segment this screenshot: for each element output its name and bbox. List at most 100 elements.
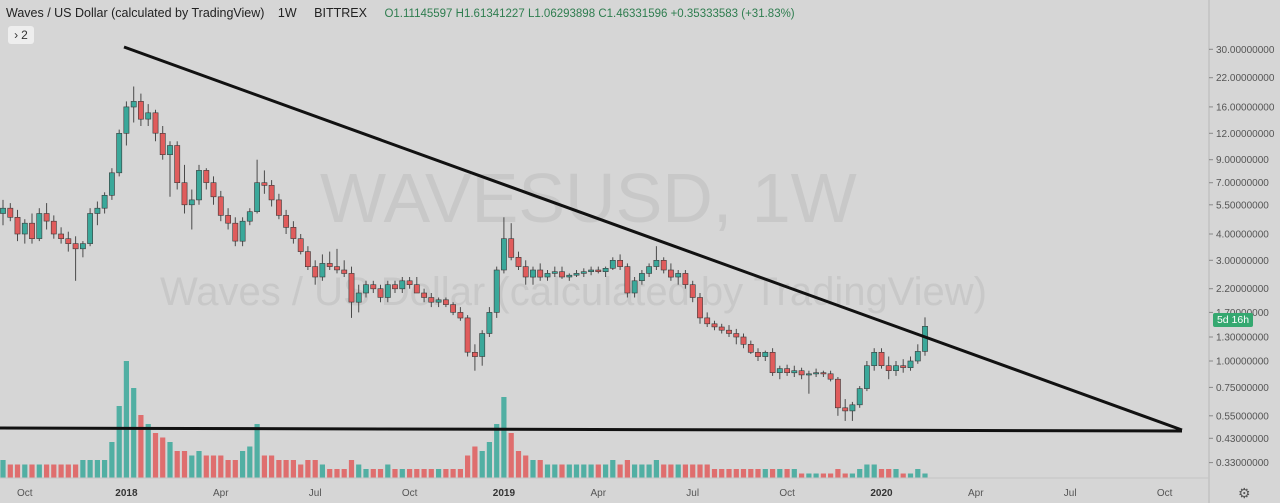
volume-bar <box>203 455 209 478</box>
candle-body <box>152 112 159 134</box>
volume-bar <box>196 451 202 478</box>
candle-body <box>384 284 391 298</box>
price-axis-label: 4.00000000 <box>1216 230 1269 241</box>
volume-bar <box>501 397 507 478</box>
candle-body <box>130 101 137 108</box>
volume-bar <box>189 455 195 478</box>
volume-bar <box>646 464 652 478</box>
candle-body <box>740 336 747 345</box>
volume-bar <box>247 446 253 478</box>
candle-body <box>7 207 14 218</box>
candle-body <box>232 222 239 242</box>
candle-body <box>377 288 384 298</box>
candle-body <box>776 368 783 374</box>
candle-body <box>486 312 493 334</box>
price-axis-label: 22.00000000 <box>1216 73 1275 84</box>
candle-body <box>646 266 652 274</box>
volume-bar <box>319 464 325 478</box>
price-axis-label: 7.00000000 <box>1216 178 1269 189</box>
volume-bar <box>828 473 834 478</box>
volume-bar <box>370 469 376 478</box>
volume-bar <box>784 469 790 478</box>
candle-body <box>667 269 674 278</box>
candles <box>0 86 928 421</box>
candle-body <box>14 217 21 235</box>
price-axis-label: 3.00000000 <box>1216 256 1269 267</box>
volume-bar <box>465 455 471 478</box>
candle-body <box>145 112 152 120</box>
candle-body <box>762 351 769 357</box>
price-axis-label: 0.33000000 <box>1216 458 1269 469</box>
volume-bar <box>363 469 369 478</box>
candle-body <box>500 238 507 271</box>
candle-body <box>573 273 580 276</box>
volume-bar <box>675 464 681 478</box>
volume-bar <box>385 464 391 478</box>
candle-body <box>617 259 623 267</box>
candle-body <box>138 101 144 120</box>
candle-body <box>406 280 413 285</box>
volume-bar <box>138 415 144 478</box>
volume-bar <box>87 460 93 478</box>
candle-body <box>689 284 696 298</box>
volume-bar <box>457 469 463 478</box>
descending-trendline[interactable] <box>123 45 1183 432</box>
candle-body <box>392 284 398 290</box>
candle-body <box>464 317 471 353</box>
volume-bar <box>537 460 543 478</box>
volume-bar <box>697 464 703 478</box>
horizontal-support-line[interactable] <box>0 426 1183 433</box>
volume-bar <box>900 473 906 478</box>
volume-bar <box>632 464 638 478</box>
time-axis[interactable]: Oct 2018 Apr Jul Oct 2019 Apr Jul Oct 2020 Apr Jul O… <box>17 488 1173 499</box>
candle-body <box>747 343 754 353</box>
candle-body <box>421 292 427 298</box>
volume-bars <box>0 361 928 478</box>
candle-body <box>413 284 420 294</box>
candle-body <box>471 351 478 357</box>
candle-body <box>203 170 210 183</box>
volume-bar <box>436 469 442 478</box>
candle-body <box>399 280 406 290</box>
candle-body <box>72 243 79 250</box>
candle-body <box>246 211 253 222</box>
candle-body <box>726 329 732 334</box>
candle-body <box>827 373 834 380</box>
volume-bar <box>116 406 122 478</box>
price-axis-label: 0.55000000 <box>1216 411 1269 422</box>
candle-body <box>319 263 326 278</box>
candle-body <box>167 145 173 155</box>
volume-bar <box>552 464 558 478</box>
volume-bar <box>791 469 797 478</box>
candle-body <box>217 196 224 216</box>
candle-body <box>196 170 202 201</box>
candle-body <box>885 365 892 372</box>
low-value: 1.06293898 <box>534 8 596 20</box>
volume-bar <box>399 469 405 478</box>
candle-body <box>428 297 435 303</box>
volume-bar <box>922 473 928 478</box>
gear-icon[interactable]: ⚙ <box>1238 485 1251 501</box>
candle-body <box>624 266 631 294</box>
volume-bar <box>269 455 275 478</box>
candle-body <box>268 185 275 201</box>
candle-body <box>363 284 369 294</box>
indicators-toggle-button[interactable]: › 2 <box>8 26 34 44</box>
timeframe-label[interactable]: 1W <box>277 6 297 20</box>
candle-body <box>290 227 297 239</box>
indicators-count: 2 <box>21 28 28 42</box>
volume-bar <box>377 469 384 478</box>
candle-body <box>755 351 761 357</box>
volume-bar <box>152 433 159 478</box>
price-axis-label: 1.00000000 <box>1216 357 1269 368</box>
candle-body <box>530 269 536 278</box>
volume-bar <box>167 442 173 478</box>
volume-bar <box>682 464 688 478</box>
candle-body <box>878 351 885 366</box>
volume-bar <box>80 460 86 478</box>
volume-bar <box>573 464 580 478</box>
candle-body <box>36 213 43 239</box>
volume-bar <box>494 424 500 478</box>
volume-bar <box>131 388 137 478</box>
